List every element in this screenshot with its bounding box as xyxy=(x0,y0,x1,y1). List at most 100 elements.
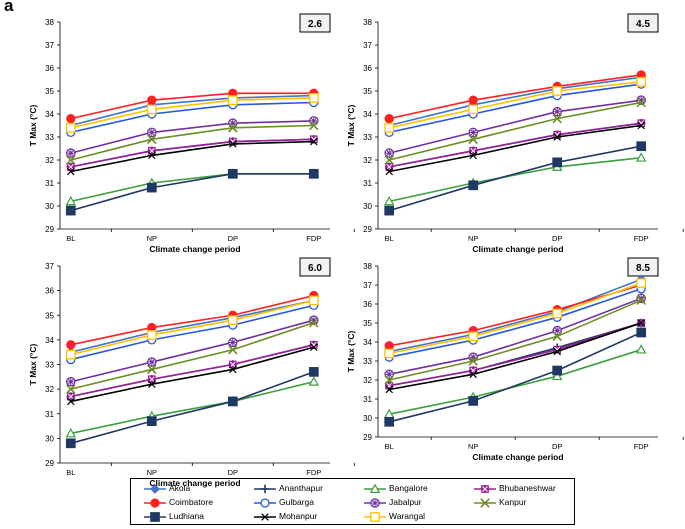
y-tick-label: 37 xyxy=(363,41,372,50)
legend-label: Kanpur xyxy=(499,497,527,507)
legend-swatch xyxy=(474,485,496,493)
data-point-warangal xyxy=(227,95,238,106)
series-line-akola xyxy=(389,278,642,353)
data-point-jabalpur xyxy=(228,118,238,128)
y-tick-label: 36 xyxy=(45,64,54,73)
data-point-jabalpur xyxy=(308,315,319,325)
legend-marker-ludhiana xyxy=(150,512,160,522)
data-point-bhubaneshwar xyxy=(637,119,646,128)
series-line-warangal xyxy=(389,81,642,129)
data-point-kanpur xyxy=(309,120,319,131)
data-point-warangal xyxy=(65,349,76,360)
data-point-mohanpur xyxy=(637,121,645,130)
data-point-kanpur xyxy=(66,155,76,165)
series-line-mohanpur xyxy=(70,140,314,173)
y-tick-label: 38 xyxy=(363,18,372,27)
data-point-jabalpur xyxy=(147,357,157,367)
x-axis-title: Climate change period xyxy=(472,452,563,462)
data-point-jabalpur xyxy=(552,325,562,336)
y-tick-label: 37 xyxy=(45,262,54,271)
y-tick-label: 32 xyxy=(363,376,372,385)
x-tick-label: NP xyxy=(147,468,157,477)
data-point-coimbatore xyxy=(66,113,76,124)
data-point-kanpur xyxy=(636,295,646,305)
scenario-box xyxy=(627,13,659,33)
series-line-akola xyxy=(70,299,314,353)
legend-label: Ludhiana xyxy=(169,511,204,521)
x-tick-label: BL xyxy=(385,442,394,451)
x-tick-label: BL xyxy=(385,234,394,243)
data-point-bangalore xyxy=(308,376,320,386)
data-point-ludhiana xyxy=(308,168,319,179)
data-point-coimbatore xyxy=(384,113,394,124)
data-point-jabalpur xyxy=(66,376,76,387)
legend-marker-kanpur xyxy=(480,498,490,508)
data-point-bhubaneshwar xyxy=(309,135,318,144)
data-point-ludhiana xyxy=(468,396,479,406)
y-tick-label: 36 xyxy=(45,287,54,296)
data-point-jabalpur xyxy=(228,337,238,348)
y-tick-label: 38 xyxy=(363,262,372,271)
x-axis-title: Climate change period xyxy=(472,244,563,254)
data-point-mohanpur xyxy=(469,370,477,379)
series-line-akola xyxy=(389,76,642,127)
legend-marker-bhubaneshwar xyxy=(481,485,489,493)
data-point-mohanpur xyxy=(229,365,237,374)
data-point-bhubaneshwar xyxy=(553,130,562,139)
series-line-warangal xyxy=(70,97,314,129)
data-point-coimbatore xyxy=(468,95,478,105)
data-point-ludhiana xyxy=(308,367,319,377)
x-tick-label: DP xyxy=(228,468,238,477)
data-point-bhubaneshwar xyxy=(147,146,156,155)
y-tick-label: 30 xyxy=(363,202,372,211)
legend-marker-mohanpur xyxy=(261,513,269,521)
series-line-bangalore xyxy=(70,173,314,203)
series-line-gulbarga xyxy=(389,288,642,358)
y-tick-label: 36 xyxy=(363,64,372,73)
series-line-akola xyxy=(70,94,314,127)
legend-label: Akola xyxy=(169,483,191,493)
data-point-kanpur xyxy=(552,331,562,342)
data-point-mohanpur xyxy=(637,319,645,327)
legend-label: Bangalore xyxy=(389,483,428,493)
data-point-kanpur xyxy=(147,364,157,375)
data-point-ludhiana xyxy=(552,365,563,376)
data-point-mohanpur xyxy=(385,167,393,176)
data-point-ludhiana xyxy=(227,168,238,179)
series-line-ananthapur xyxy=(389,322,642,387)
y-tick-label: 35 xyxy=(363,87,372,96)
data-point-ludhiana xyxy=(552,157,563,168)
data-point-bangalore xyxy=(635,344,647,354)
x-tick-label: DP xyxy=(228,234,238,243)
data-point-jabalpur xyxy=(552,106,562,117)
y-axis-title: T Max (°C) xyxy=(28,105,38,147)
data-point-mohanpur xyxy=(310,137,318,146)
data-point-ludhiana xyxy=(65,438,76,449)
series-line-coimbatore xyxy=(389,74,642,120)
y-tick-label: 37 xyxy=(363,281,372,290)
data-point-bangalore xyxy=(551,370,563,381)
y-tick-label: 33 xyxy=(45,361,54,370)
data-point-bangalore xyxy=(65,195,77,206)
x-tick-label: FDP xyxy=(306,468,321,477)
y-tick-label: 33 xyxy=(363,357,372,366)
data-point-mohanpur xyxy=(553,347,561,356)
data-point-ludhiana xyxy=(227,396,238,407)
series-line-warangal xyxy=(389,282,642,355)
y-tick-label: 32 xyxy=(363,156,372,165)
data-point-ludhiana xyxy=(384,416,395,427)
series-line-kanpur xyxy=(389,101,642,161)
y-tick-label: 31 xyxy=(45,410,54,419)
data-point-bhubaneshwar xyxy=(228,137,237,146)
y-tick-label: 30 xyxy=(363,414,372,423)
series-line-bangalore xyxy=(389,156,642,203)
data-point-jabalpur xyxy=(384,369,394,380)
data-point-coimbatore xyxy=(147,95,157,105)
legend-swatch xyxy=(474,498,496,508)
scenario-title: 6.0 xyxy=(308,263,322,274)
series-line-ludhiana xyxy=(389,331,642,423)
data-point-bangalore xyxy=(635,152,647,162)
data-point-warangal xyxy=(146,330,157,340)
y-tick-label: 32 xyxy=(45,385,54,394)
